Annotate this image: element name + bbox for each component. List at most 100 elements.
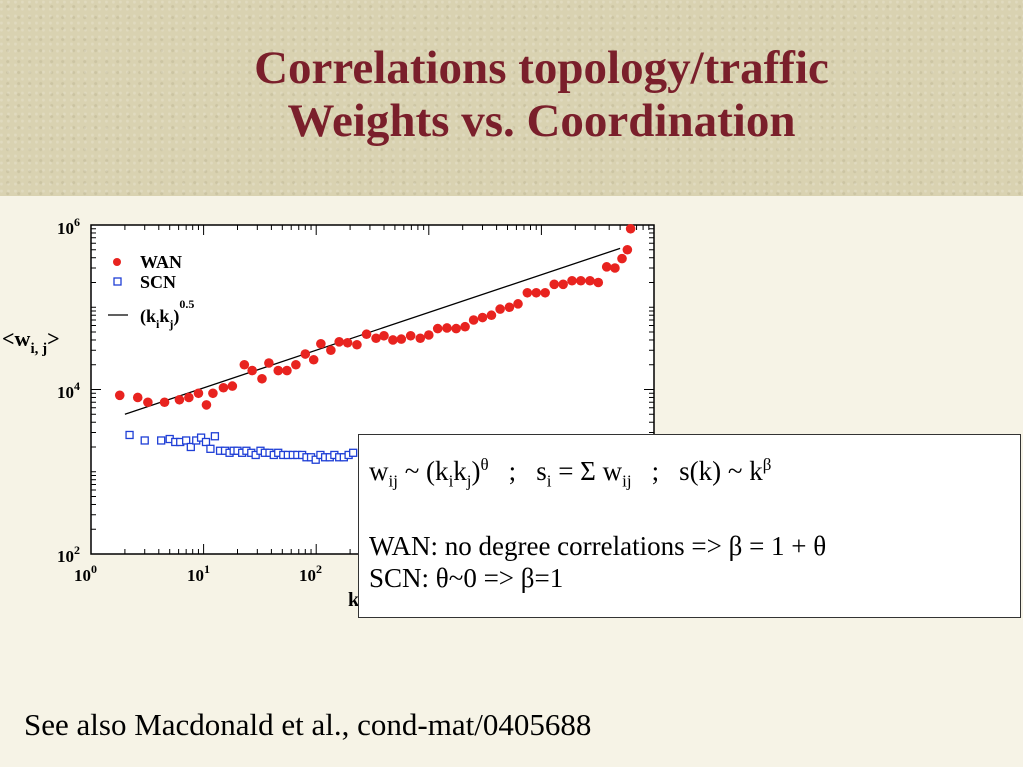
wan-point xyxy=(352,339,362,350)
wan-point xyxy=(174,394,185,405)
scn-points xyxy=(125,430,358,464)
wan-point xyxy=(558,279,568,290)
legend-wan-label: WAN xyxy=(140,252,182,272)
wan-point xyxy=(371,333,381,344)
wan-point xyxy=(522,287,533,298)
wan-point xyxy=(513,299,523,309)
x-tick-label-1e0: 100 xyxy=(74,562,97,585)
wan-point xyxy=(282,365,292,376)
wan-point xyxy=(477,312,488,323)
wan-point xyxy=(291,359,301,370)
wan-point xyxy=(610,263,620,273)
wan-point xyxy=(227,381,238,391)
beta-exponent: β xyxy=(762,455,772,474)
scn-statement: SCN: θ~0 => β=1 xyxy=(369,563,564,594)
wan-point xyxy=(540,287,550,298)
legend-scn-marker xyxy=(113,277,122,286)
wan-point xyxy=(361,329,372,340)
scn-point xyxy=(311,455,320,464)
wan-point xyxy=(239,359,250,370)
wan-point xyxy=(388,335,398,345)
wan-point xyxy=(468,315,479,325)
citation-footer: See also Macdonald et al., cond-mat/0405… xyxy=(24,707,592,742)
x-tick-label-1e2: 102 xyxy=(299,562,322,585)
scn-point xyxy=(196,433,206,442)
theta-exponent: θ xyxy=(480,455,489,474)
w-symbol: w xyxy=(369,456,389,486)
y-tick-label-1e2: 102 xyxy=(57,543,80,566)
wan-point xyxy=(622,244,633,255)
spacer xyxy=(369,497,1020,530)
wan-point xyxy=(316,338,326,349)
approx-symbol: ~ (k xyxy=(397,456,449,486)
wan-point xyxy=(625,223,636,234)
sk-expression: s(k) ~ k xyxy=(679,456,763,486)
x-tick-label-1e1: 101 xyxy=(187,562,210,585)
wan-point xyxy=(114,390,125,401)
wan-points xyxy=(114,223,636,410)
wan-point xyxy=(601,262,612,272)
wan-point xyxy=(308,354,319,365)
wan-point xyxy=(247,365,257,376)
legend-wan-marker xyxy=(113,258,121,266)
title-band xyxy=(0,0,1023,196)
slide-title-line1: Correlations topology/traffic xyxy=(254,42,829,94)
fit-line xyxy=(124,247,621,415)
wan-point xyxy=(334,337,344,347)
wan-point xyxy=(415,333,426,344)
scn-point xyxy=(210,432,220,441)
wan-point xyxy=(504,302,515,313)
y-tick-label-1e4: 104 xyxy=(57,379,80,402)
wan-point xyxy=(617,253,627,264)
scn-point xyxy=(201,437,211,447)
legend-fit-label: (kikj)0.5 xyxy=(140,297,194,331)
wan-point xyxy=(218,382,229,393)
wan-point xyxy=(300,349,311,359)
scn-point xyxy=(251,450,260,460)
scn-point xyxy=(349,448,358,457)
s-subscript: i xyxy=(546,471,552,491)
wan-point xyxy=(273,365,284,376)
chart-legend: WAN SCN (kikj)0.5 xyxy=(108,252,194,331)
wan-point xyxy=(132,392,143,403)
scn-point xyxy=(182,436,191,445)
wan-point xyxy=(184,392,194,403)
wan-point xyxy=(432,323,443,334)
wan-point xyxy=(201,400,212,410)
w2-subscript: ij xyxy=(622,471,632,491)
formula-line: wij ~ (kikj)θ ; si = Σ wij ; s(k) ~ kβ xyxy=(369,449,1020,497)
separator-2: ; xyxy=(651,456,660,486)
scn-point xyxy=(157,436,166,445)
wan-point xyxy=(208,388,218,399)
wan-point xyxy=(424,330,434,340)
wan-point xyxy=(193,388,204,399)
wan-point xyxy=(396,334,407,344)
slide-title-line2: Weights vs. Coordination xyxy=(287,95,796,147)
scn-point xyxy=(140,436,149,445)
fit-line-layer xyxy=(124,247,621,415)
y-tick-label-1e6: 106 xyxy=(57,215,80,238)
wan-point xyxy=(585,275,595,286)
wan-point xyxy=(264,358,274,368)
sum-expression: = Σ w xyxy=(551,456,623,486)
kj-subscript: j xyxy=(466,471,472,491)
wan-point xyxy=(460,321,470,332)
wan-point xyxy=(531,287,542,298)
wan-point xyxy=(486,310,497,321)
wan-point xyxy=(379,330,389,341)
legend-scn-label: SCN xyxy=(140,272,176,292)
scn-point xyxy=(186,442,195,452)
wan-point xyxy=(159,397,170,408)
ki-subscript: i xyxy=(448,471,454,491)
wan-point xyxy=(593,277,604,288)
wan-point xyxy=(567,275,577,286)
wan-point xyxy=(576,275,586,286)
wan-point xyxy=(549,279,560,290)
scn-point xyxy=(206,444,215,453)
y-axis-label: <wi, j> xyxy=(2,326,60,357)
wan-point xyxy=(405,330,416,341)
wan-point xyxy=(495,304,505,314)
wan-point xyxy=(442,323,452,333)
close-paren: ) xyxy=(471,456,481,486)
wan-point xyxy=(326,345,336,356)
